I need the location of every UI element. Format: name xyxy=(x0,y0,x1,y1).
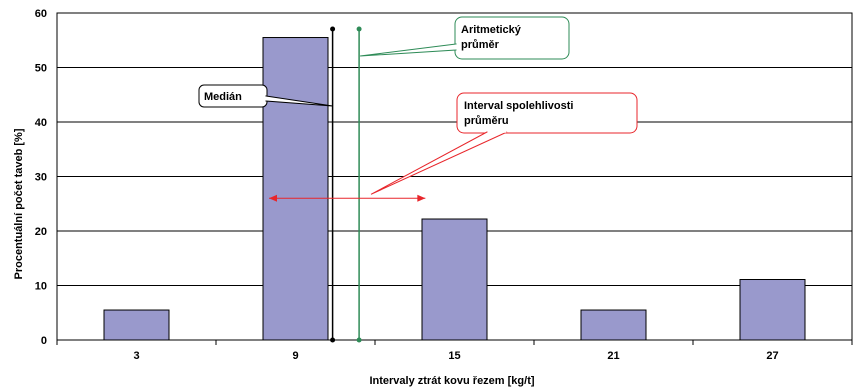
x-tick-label: 9 xyxy=(292,350,298,362)
x-axis-title: Intervaly ztrát kovu řezem [kg/t] xyxy=(369,375,534,387)
bar xyxy=(103,309,170,341)
plot-frame xyxy=(56,12,853,341)
bar xyxy=(580,309,647,341)
y-axis-title: Procentuální počet taveb [%] xyxy=(13,128,25,279)
mean-callout-box xyxy=(454,16,570,60)
y-tick-labels: 0 10 20 30 40 50 60 xyxy=(35,8,47,347)
ci-callout-box xyxy=(456,92,638,134)
axes xyxy=(56,12,853,345)
mean-label-line: Aritmetický xyxy=(461,24,522,36)
median-label: Medián xyxy=(204,91,242,103)
mean-marker-bottom xyxy=(356,337,362,343)
mean-marker-top xyxy=(356,26,362,32)
bars xyxy=(103,37,806,341)
bar xyxy=(262,37,329,341)
mean-label-line: průměr xyxy=(461,39,500,51)
ci-label-line: průměru xyxy=(464,115,509,127)
y-tick-label: 50 xyxy=(35,63,47,75)
ci-callout-pointer xyxy=(370,131,508,195)
mean-callout-pointer xyxy=(360,43,457,57)
callouts: Medián Aritmetický průměr Interval spolehli… xyxy=(198,16,638,195)
y-tick-label: 0 xyxy=(41,335,47,347)
y-tick-label: 60 xyxy=(35,8,47,20)
confidence-interval-arrow-right xyxy=(417,194,426,202)
x-tick-label: 21 xyxy=(607,350,619,362)
x-tick-label: 27 xyxy=(766,350,778,362)
y-tick-label: 40 xyxy=(35,117,47,129)
x-tick-label: 15 xyxy=(448,350,460,362)
y-tick-label: 20 xyxy=(35,226,47,238)
median-marker-top xyxy=(330,26,336,32)
median-marker-bottom xyxy=(330,337,336,343)
reference-lines xyxy=(269,26,426,343)
x-tick-label: 3 xyxy=(133,350,139,362)
y-tick-label: 10 xyxy=(35,281,47,293)
x-tick-labels: 3 9 15 21 27 xyxy=(133,350,778,362)
bar xyxy=(739,279,806,341)
y-tick-label: 30 xyxy=(35,172,47,184)
ci-label-line: Interval spolehlivosti xyxy=(464,100,573,112)
bar xyxy=(421,218,488,341)
confidence-interval-arrow-left xyxy=(269,194,277,202)
